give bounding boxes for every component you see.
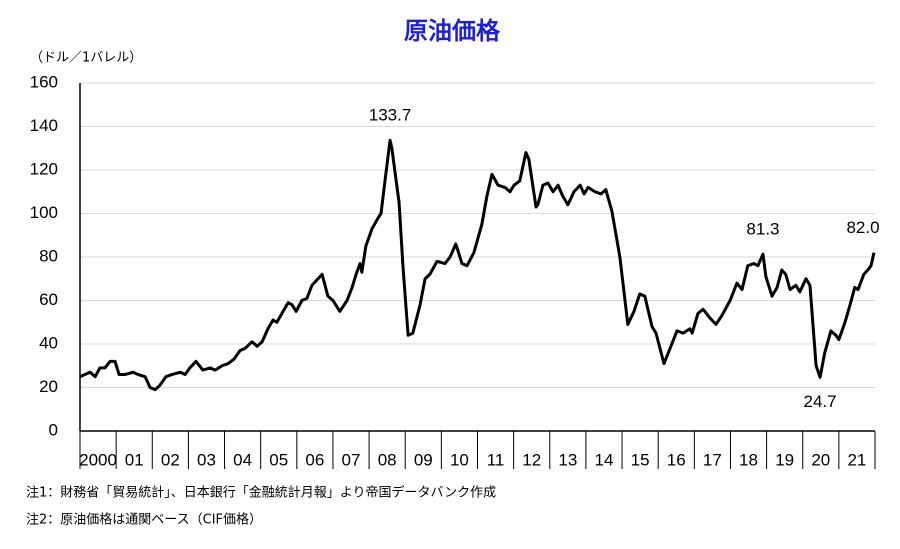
x-tick-label: 08	[378, 450, 397, 469]
y-tick-label: 40	[39, 333, 58, 352]
y-tick-label: 120	[30, 159, 58, 178]
x-tick-label: 01	[125, 450, 144, 469]
y-tick-label: 60	[39, 290, 58, 309]
note: 注2：原油価格は通関ベース（CIF価格）	[26, 512, 262, 528]
y-axis-label: （ドル／1バレル）	[30, 51, 142, 66]
x-tick-label: 18	[739, 450, 758, 469]
x-tick-label: 04	[233, 450, 252, 469]
note: 注1：財務省「貿易統計」、日本銀行「金融統計月報」より帝国データバンク作成	[26, 485, 496, 501]
x-tick-label: 15	[631, 450, 650, 469]
x-tick-label: 12	[522, 450, 541, 469]
x-tick-label: 05	[269, 450, 288, 469]
annotation: 81.3	[746, 220, 779, 239]
x-tick-label: 11	[487, 450, 505, 469]
y-tick-label: 0	[49, 420, 58, 439]
x-tick-label: 06	[305, 450, 324, 469]
chart-title: 原油価格	[404, 17, 501, 45]
x-tick-label: 17	[703, 450, 722, 469]
x-tick-label: 21	[847, 450, 866, 469]
annotation: 133.7	[369, 106, 412, 125]
x-tick-label: 19	[775, 450, 794, 469]
x-tick-label: 02	[161, 450, 180, 469]
x-tick-label: 20	[811, 450, 830, 469]
x-tick-label: 03	[197, 450, 216, 469]
x-tick-label: 09	[414, 450, 433, 469]
x-tick-label: 13	[558, 450, 577, 469]
x-tick-label: 14	[595, 450, 614, 469]
y-tick-label: 140	[30, 116, 58, 135]
x-tick-label: 16	[667, 450, 686, 469]
y-tick-label: 160	[30, 72, 58, 91]
y-tick-label: 20	[39, 377, 58, 396]
annotation: 82.0	[846, 218, 879, 237]
annotation: 24.7	[804, 392, 837, 411]
x-tick-label: 07	[342, 450, 361, 469]
y-tick-label: 80	[39, 246, 58, 265]
y-tick-label: 100	[30, 203, 58, 222]
x-tick-label: 2000	[79, 450, 117, 469]
price-line	[79, 138, 876, 392]
x-tick-label: 10	[450, 450, 469, 469]
